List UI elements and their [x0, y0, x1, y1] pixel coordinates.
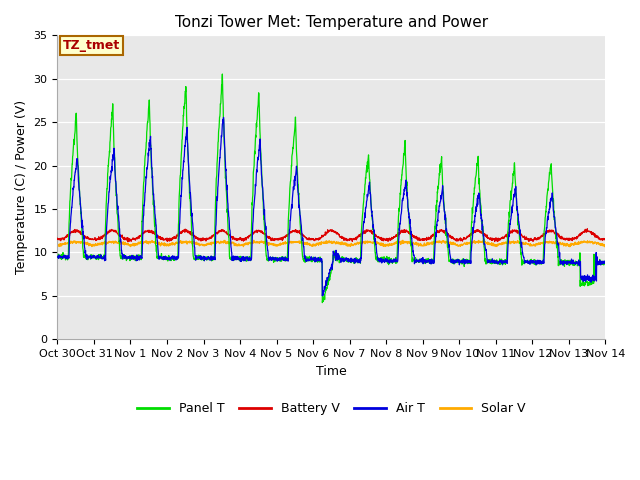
- Panel T: [218, 71, 226, 77]
- Legend: Panel T, Battery V, Air T, Solar V: Panel T, Battery V, Air T, Solar V: [132, 397, 531, 420]
- Panel T: [554, 243, 561, 249]
- Battery V: [360, 229, 367, 235]
- Air T: [602, 258, 609, 264]
- Air T: [54, 253, 61, 259]
- Battery V: [207, 236, 214, 241]
- Line: Battery V: Battery V: [58, 229, 605, 242]
- Panel T: [319, 300, 326, 305]
- Panel T: [491, 259, 499, 264]
- Solar V: [553, 239, 561, 244]
- Solar V: [348, 240, 355, 246]
- Battery V: [54, 235, 61, 241]
- Solar V: [206, 241, 214, 247]
- Solar V: [360, 239, 367, 245]
- Solar V: [491, 241, 499, 247]
- Panel T: [54, 254, 61, 260]
- Solar V: [568, 241, 576, 247]
- Battery V: [348, 236, 355, 241]
- Line: Solar V: Solar V: [58, 240, 605, 247]
- Line: Air T: Air T: [58, 118, 605, 296]
- Air T: [206, 255, 214, 261]
- Y-axis label: Temperature (C) / Power (V): Temperature (C) / Power (V): [15, 100, 28, 275]
- Air T: [319, 293, 326, 299]
- Panel T: [602, 261, 609, 266]
- Solar V: [54, 243, 61, 249]
- Battery V: [602, 237, 609, 243]
- Battery V: [553, 230, 561, 236]
- Text: TZ_tmet: TZ_tmet: [63, 39, 120, 52]
- Air T: [220, 115, 227, 120]
- Panel T: [569, 261, 577, 267]
- Battery V: [124, 239, 132, 245]
- Solar V: [602, 243, 609, 249]
- Air T: [348, 258, 355, 264]
- Panel T: [206, 256, 214, 262]
- Solar V: [601, 244, 609, 250]
- Air T: [569, 261, 577, 266]
- X-axis label: Time: Time: [316, 365, 347, 378]
- Air T: [360, 220, 367, 226]
- Panel T: [360, 200, 367, 206]
- Battery V: [568, 238, 576, 243]
- Air T: [554, 241, 561, 247]
- Line: Panel T: Panel T: [58, 74, 605, 302]
- Panel T: [348, 256, 355, 262]
- Battery V: [584, 226, 591, 232]
- Battery V: [491, 239, 499, 244]
- Air T: [491, 260, 499, 266]
- Title: Tonzi Tower Met: Temperature and Power: Tonzi Tower Met: Temperature and Power: [175, 15, 488, 30]
- Solar V: [250, 238, 258, 243]
